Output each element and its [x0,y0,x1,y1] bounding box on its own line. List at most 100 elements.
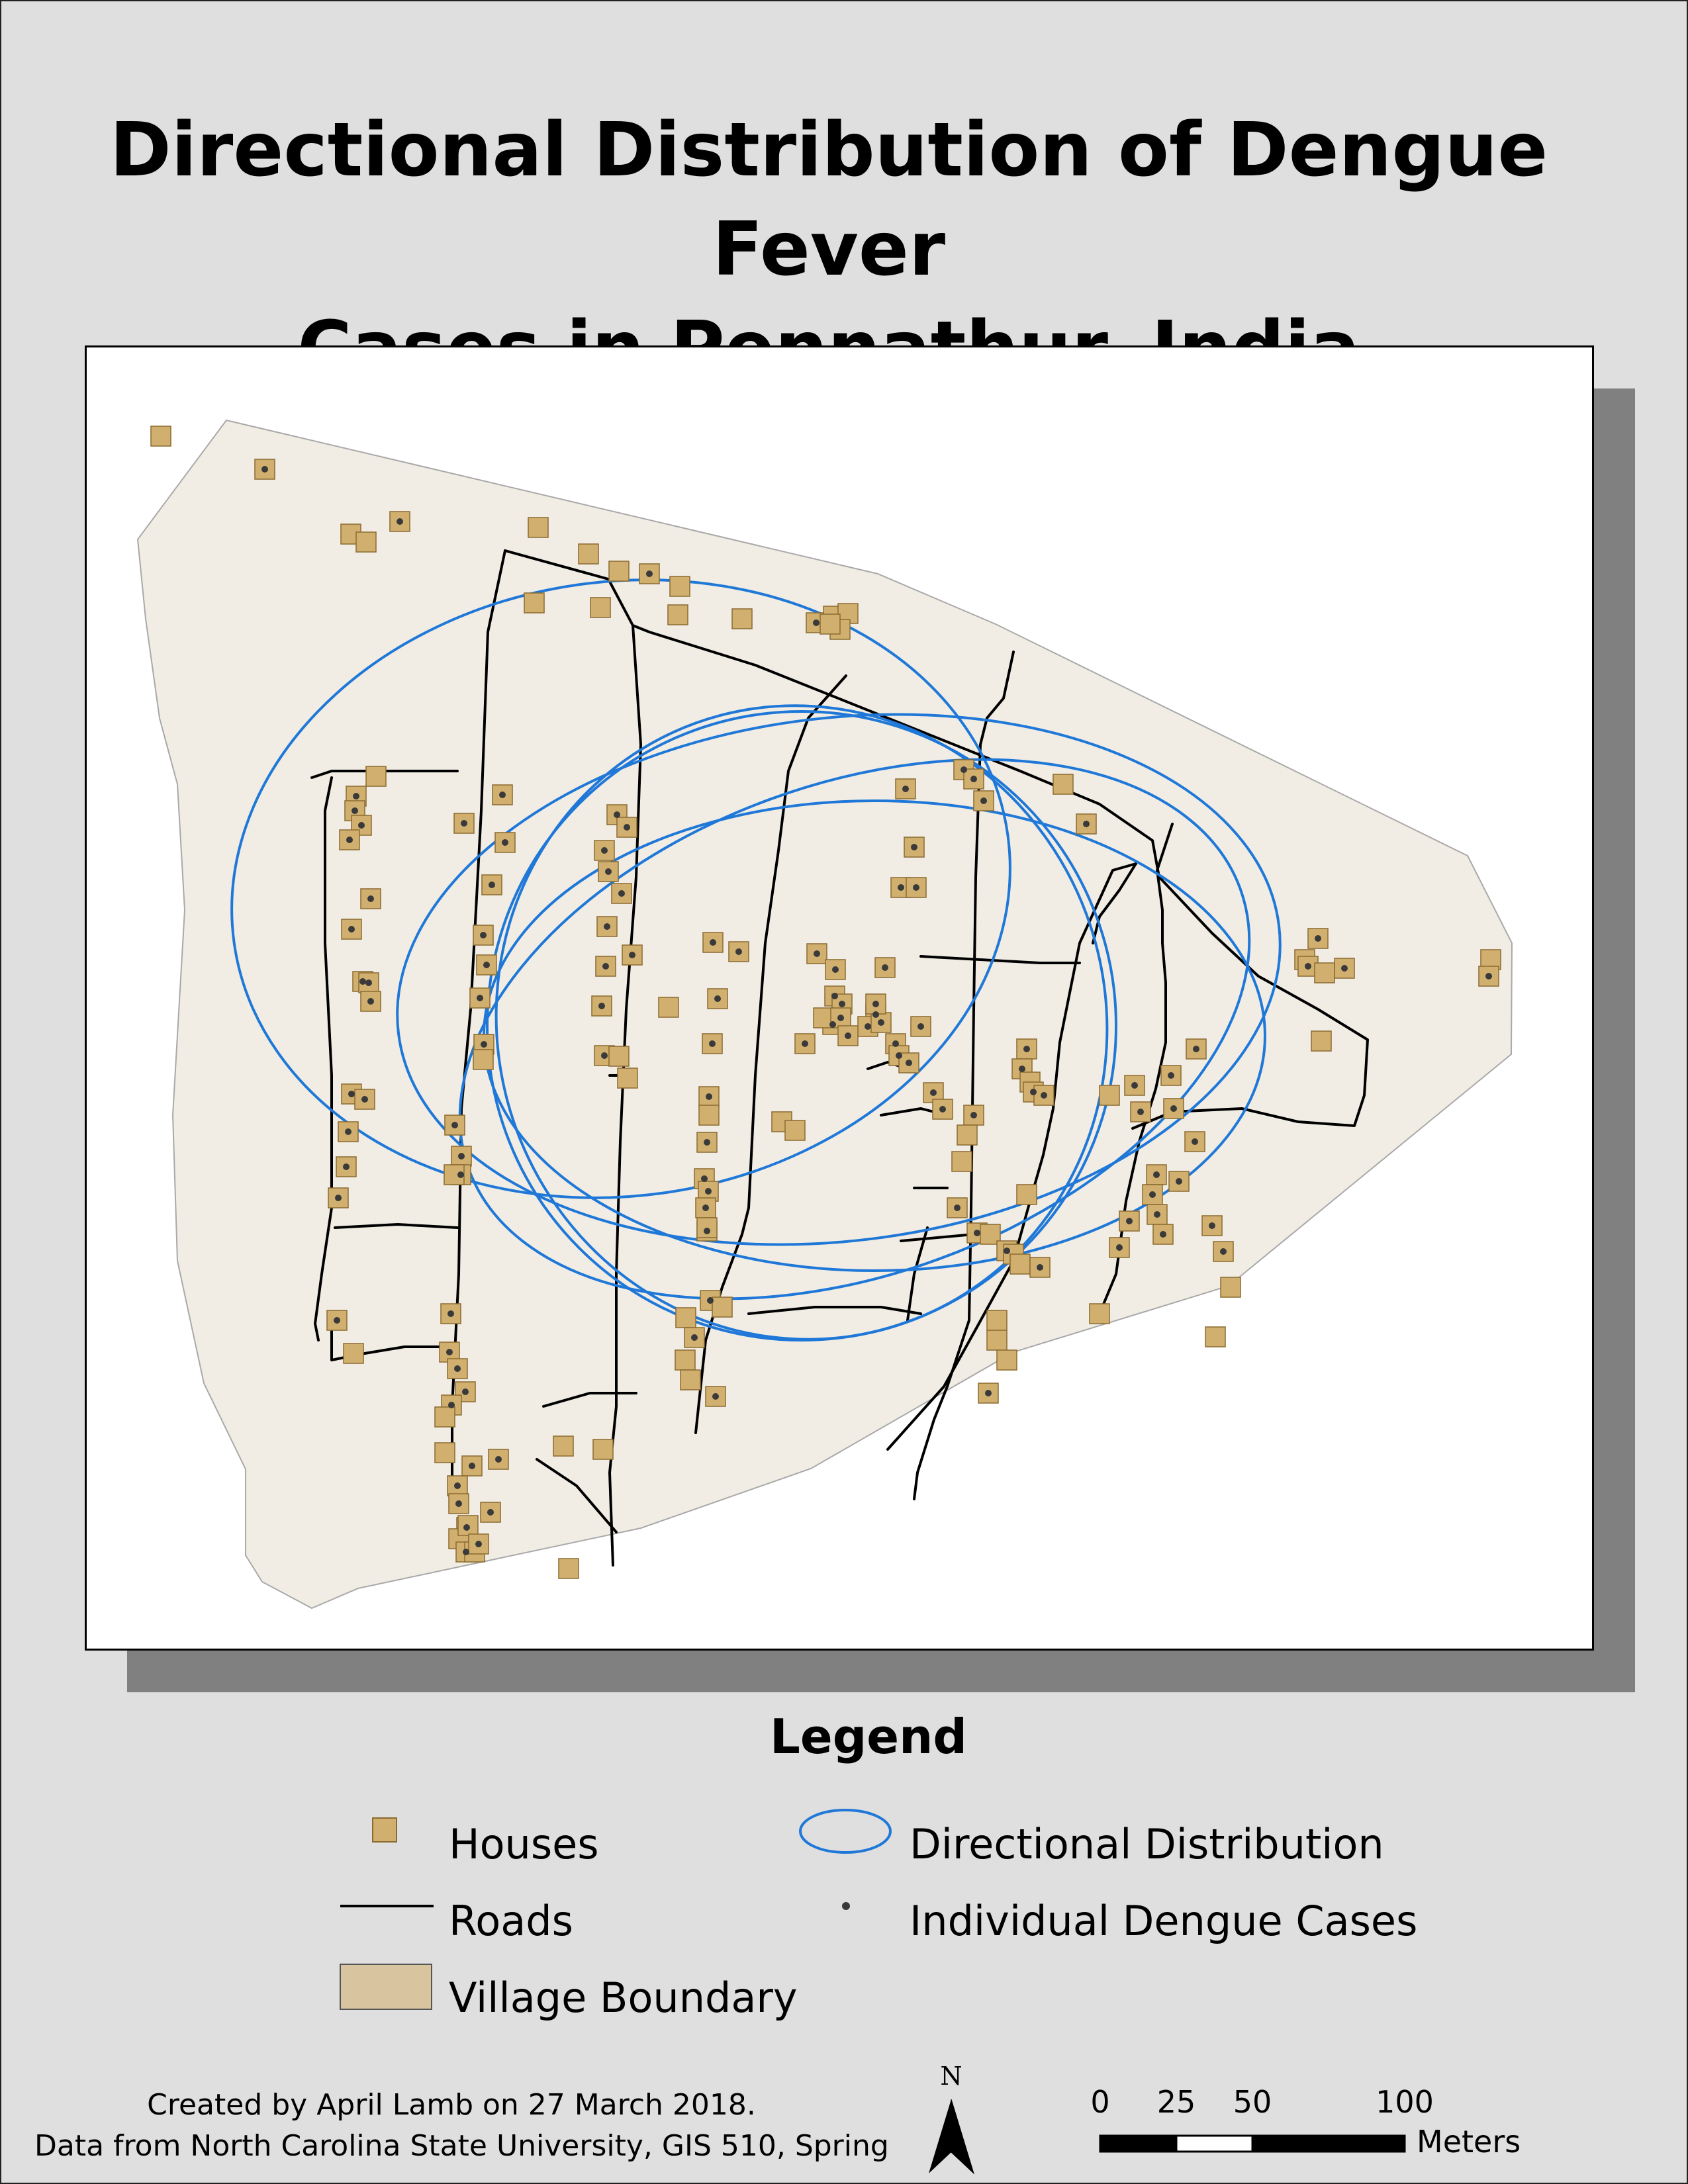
dengue-case-dot [451,1122,458,1128]
dengue-case-dot [346,837,353,843]
house-marker [553,1435,574,1457]
dengue-case-dot [614,811,620,818]
dengue-case-dot [939,1106,946,1113]
dengue-case-dot [1019,1066,1025,1072]
house-marker [702,932,724,953]
dengue-case-dot [954,1205,961,1211]
dengue-case-dot [865,1023,871,1030]
dengue-case-dot [1116,1244,1123,1251]
dengue-case-dot [499,792,506,798]
dengue-case-dot [701,1175,708,1182]
house-marker [1205,1326,1226,1347]
road-segment [886,862,1137,1451]
house-marker [434,1442,455,1463]
dengue-case-dot [397,518,403,525]
house-marker [590,597,611,618]
scale-segment-2 [1175,2134,1254,2153]
dengue-case-dot [706,1093,712,1100]
road-segment [314,776,333,1342]
dengue-case-dot [335,1195,342,1201]
dengue-case-dot [1153,1171,1160,1178]
house-marker [594,840,615,861]
dengue-case-dot [1176,1178,1182,1185]
dengue-case-dot [906,1060,912,1066]
scale-segment-3 [1251,2134,1406,2153]
house-marker [712,1297,733,1318]
dengue-case-dot [1220,1248,1227,1255]
legend-case-symbol [842,1902,850,1910]
dengue-case-dot [872,1011,879,1018]
dengue-case-dot [345,1128,352,1135]
legend-label-directional-distribution: Directional Distribution [910,1820,1384,1868]
scale-label-25: 25 [1157,2084,1196,2120]
dengue-case-dot [712,1393,719,1400]
dengue-case-dot [454,1482,461,1489]
dengue-case-dot [601,1052,608,1059]
dengue-case-dot [837,1015,844,1021]
dengue-case-dot [709,1040,716,1047]
dengue-case-dot [446,1349,453,1355]
legend-house-symbol [372,1817,397,1843]
dengue-case-dot [353,793,359,799]
house-marker [528,517,549,538]
dengue-case-dot [704,1228,710,1234]
house-marker [473,925,494,946]
dengue-case-dot [1209,1222,1215,1229]
dengue-case-dot [845,1032,851,1039]
scale-segment-1 [1099,2134,1178,2153]
dengue-case-dot [1160,1231,1166,1238]
legend-ellipse-symbol [799,1809,892,1854]
roads-layer [310,549,1369,1567]
house-marker [957,1124,978,1146]
credits-line-2: Data from North Carolina State Universit… [34,2129,889,2163]
house-marker [996,1349,1017,1371]
dengue-case-dot [813,619,820,626]
legend-label-roads: Roads [449,1897,573,1945]
road-segment [900,1233,975,1242]
dengue-case-dot [1170,1105,1177,1112]
dengue-case-dot [1083,821,1090,827]
dengue-case-dot [1023,1046,1030,1052]
dengue-case-dot [1168,1072,1174,1079]
house-marker [608,561,630,582]
legend-boundary-symbol [340,1964,432,2010]
dengue-case-dot [714,995,721,1002]
dengue-case-dot [358,822,365,829]
house-marker [675,1307,696,1328]
scale-bar: 0 25 50 100 Meters [1090,2084,1521,2160]
dengue-case-dot [495,1456,502,1463]
dengue-case-dot [1137,1109,1144,1115]
dengue-case-dot [1193,1046,1199,1052]
dengue-case-dot [970,1112,977,1118]
house-marker [784,1120,806,1141]
dengue-case-dot [882,964,888,971]
dengue-case-dot [624,824,630,831]
map-frame [85,345,1594,1651]
dengue-case-dot [832,966,839,973]
dengue-case-dot [334,1317,340,1324]
dengue-case-dot [1154,1211,1160,1218]
dengue-case-dot [601,847,608,854]
dengue-case-dot [367,998,374,1005]
directional-distribution-ellipse [230,578,1011,1199]
house-marker [1130,1101,1151,1122]
house-marker [592,1439,614,1460]
house-marker [1168,1171,1190,1192]
legend-label-individual-cases: Individual Dengue Cases [910,1897,1418,1945]
dengue-case-dot [1149,1191,1156,1198]
dengue-case-dot [872,1001,879,1007]
dengue-case-dot [605,868,612,875]
house-marker [684,1327,705,1348]
dengue-case-dot [707,1297,714,1304]
road-segment [536,1458,618,1533]
legend-label-houses: Houses [449,1820,599,1868]
dengue-case-dot [359,978,366,985]
house-marker [578,543,599,565]
houses-layer [150,426,1501,1579]
house-marker [1009,1253,1031,1275]
dengue-case-dot [814,950,820,957]
legend-label-village-boundary: Village Boundary [449,1974,798,2022]
dengue-case-dot [902,786,909,792]
dengue-case-dot [457,1171,464,1178]
dengue-case-dot [710,939,716,946]
